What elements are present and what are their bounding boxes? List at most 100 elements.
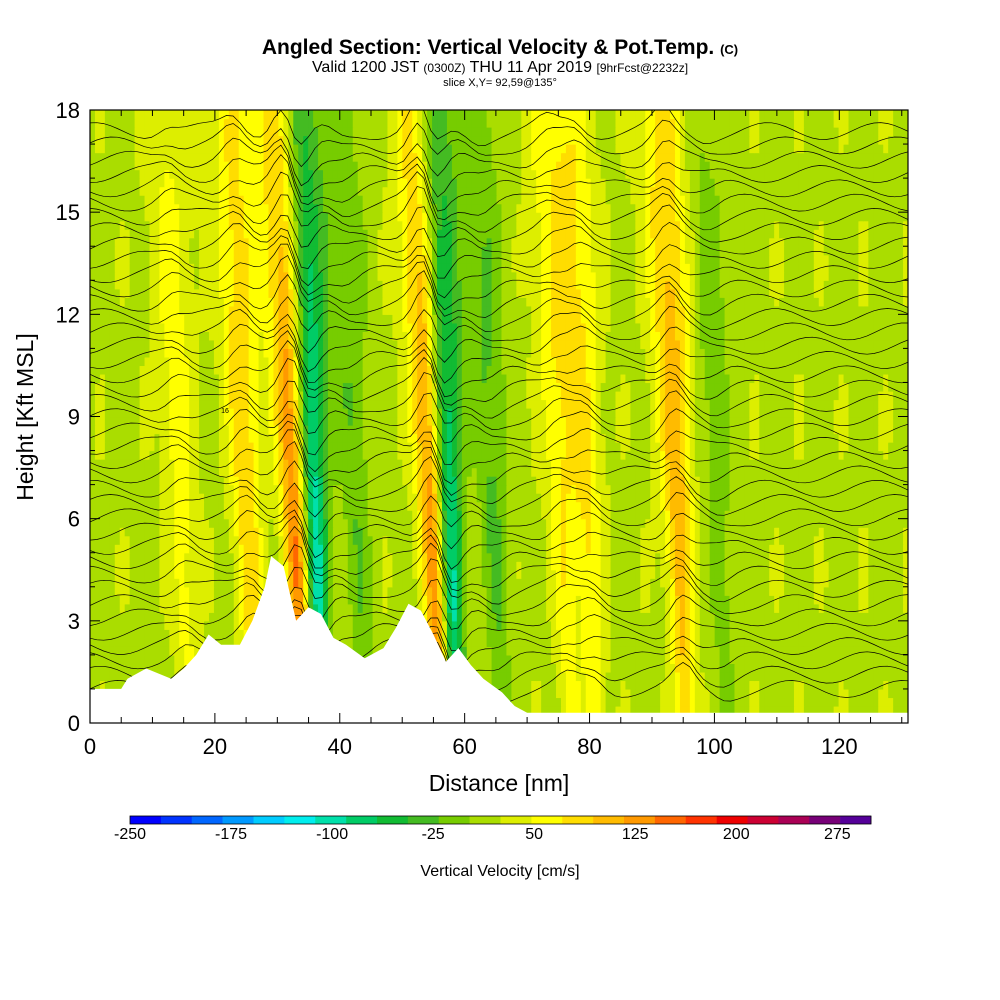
field-cell (546, 603, 552, 613)
field-cell (714, 527, 721, 537)
field-cell (739, 688, 745, 699)
field-cell (878, 518, 884, 528)
field-cell (843, 612, 850, 622)
field-cell (318, 501, 324, 511)
field-cell (372, 501, 379, 511)
field-cell (660, 680, 666, 690)
field-cell (779, 518, 785, 528)
field-cell (873, 688, 879, 699)
field-cell (496, 501, 503, 511)
field-cell (744, 569, 750, 579)
field-cell (516, 663, 522, 673)
field-cell (129, 603, 136, 613)
field-cell (893, 646, 899, 656)
field-cell (873, 637, 879, 647)
field-cell (615, 493, 622, 503)
field-cell (243, 569, 250, 579)
field-cell (471, 501, 478, 511)
field-cell (759, 629, 765, 639)
field-cell (556, 484, 562, 494)
field-cell (124, 603, 131, 613)
field-cell (243, 595, 250, 605)
field-cell (114, 663, 121, 673)
field-cell (575, 629, 582, 639)
field-cell (461, 629, 468, 639)
field-cell (233, 612, 240, 622)
field-cell (521, 603, 527, 613)
field-cell (189, 459, 195, 469)
field-cell (798, 654, 805, 664)
field-cell (134, 501, 141, 511)
field-cell (169, 603, 175, 613)
field-cell (605, 578, 612, 588)
field-cell (223, 535, 230, 545)
field-cell (293, 535, 299, 545)
field-cell (600, 561, 607, 571)
field-cell (655, 620, 661, 630)
field-cell (759, 484, 765, 494)
field-cell (709, 535, 716, 545)
field-cell (94, 612, 101, 622)
field-cell (823, 620, 830, 630)
field-cell (511, 527, 517, 537)
field-cell (828, 646, 835, 656)
field-cell (184, 646, 190, 656)
field-cell (199, 484, 205, 494)
field-cell (789, 637, 795, 647)
field-cell (560, 637, 567, 647)
field-cell (283, 544, 289, 554)
field-cell (134, 603, 141, 613)
field-cell (793, 527, 800, 537)
field-cell (551, 671, 557, 682)
field-cell (749, 501, 755, 511)
field-cell (808, 629, 815, 639)
field-cell (511, 663, 517, 673)
field-cell (784, 603, 790, 613)
field-cell (476, 493, 483, 503)
field-cell (377, 578, 384, 588)
field-cell (451, 510, 458, 520)
field-cell (228, 578, 235, 588)
field-cell (194, 612, 200, 622)
field-cell (595, 586, 602, 596)
field-cell (223, 484, 230, 494)
field-cell (516, 603, 522, 613)
field-cell (838, 467, 845, 477)
field-cell (179, 586, 185, 596)
field-cell (590, 476, 597, 486)
field-cell (779, 663, 785, 673)
field-cell (570, 671, 577, 682)
field-cell (372, 552, 379, 562)
field-cell (729, 620, 736, 630)
field-cell (803, 603, 810, 613)
field-cell (674, 688, 681, 699)
field-cell (818, 493, 825, 503)
field-cell (898, 493, 904, 503)
field-cell (699, 697, 706, 707)
field-cell (724, 595, 731, 605)
field-cell (734, 697, 741, 707)
field-cell (640, 501, 646, 511)
field-cell (526, 510, 532, 520)
field-cell (298, 476, 304, 486)
field-cell (789, 654, 795, 664)
field-cell (858, 552, 864, 562)
field-cell (883, 467, 889, 477)
field-cell (823, 501, 830, 511)
field-cell (293, 493, 299, 503)
field-cell (615, 561, 622, 571)
field-cell (779, 697, 785, 707)
field-cell (585, 629, 592, 639)
field-cell (630, 680, 636, 690)
field-cell (640, 637, 646, 647)
field-cell (318, 510, 324, 520)
field-cell (228, 586, 235, 596)
field-cell (253, 586, 260, 596)
field-cell (392, 603, 398, 613)
field-cell (119, 535, 126, 545)
field-cell (466, 654, 473, 664)
field-cell (491, 476, 498, 486)
field-cell (332, 629, 339, 639)
field-cell (556, 680, 562, 690)
field-cell (640, 569, 646, 579)
